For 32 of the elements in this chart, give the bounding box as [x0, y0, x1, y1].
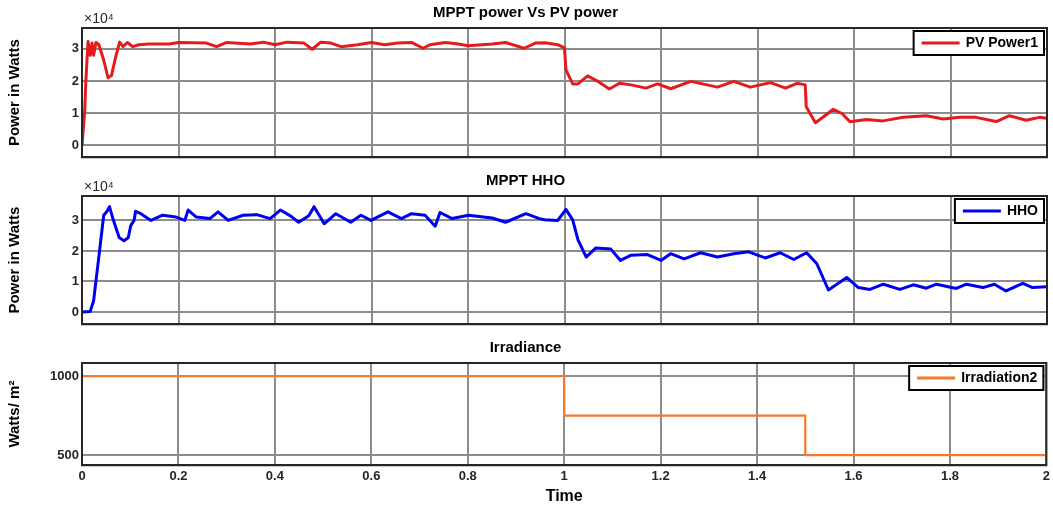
y-tick-label: 2 [71, 242, 79, 258]
x-tick-label: 2 [1042, 467, 1050, 483]
x-tick-label: 0.8 [458, 467, 477, 483]
x-tick-label: 0.4 [265, 467, 285, 483]
x-tick-label: 1.6 [844, 467, 863, 483]
y-tick-label: 1 [71, 104, 79, 120]
text: ×10⁴ [84, 177, 114, 194]
chart-title: MPPT HHO [485, 171, 566, 189]
legend-label: HHO [1006, 201, 1039, 218]
y-axis-title: Power in Watts [5, 39, 23, 147]
chart-title: MPPT power Vs PV power [432, 3, 619, 21]
x-tick-label: 1.4 [748, 467, 767, 483]
text: ×10⁴ [84, 9, 114, 26]
y-tick-label: 0 [71, 303, 79, 319]
legend-label: Irradiation2 [961, 368, 1038, 385]
x-tick-label: 1.2 [651, 467, 670, 483]
y-tick-label: 3 [71, 212, 79, 227]
y-axis-title: Watts/ m² [5, 380, 23, 448]
y-tick-label: 2 [71, 72, 79, 88]
y-tick-label: 0 [71, 136, 79, 152]
x-axis-title: Time [545, 486, 583, 504]
chart-title: Irradiance [489, 338, 562, 356]
y-tick-label: 1 [71, 273, 79, 289]
y-axis-title: Power in Watts [5, 206, 23, 314]
y-tick-label: 3 [71, 40, 79, 56]
x-tick-label: 1.8 [940, 467, 959, 483]
y-tick-label: 1000 [50, 367, 79, 383]
x-tick-label: 1 [560, 467, 568, 483]
x-tick-label: 0.2 [169, 467, 188, 483]
y-tick-label: 500 [57, 446, 79, 462]
x-tick-label: 0.6 [362, 467, 381, 483]
legend-label: PV Power1 [965, 33, 1039, 50]
